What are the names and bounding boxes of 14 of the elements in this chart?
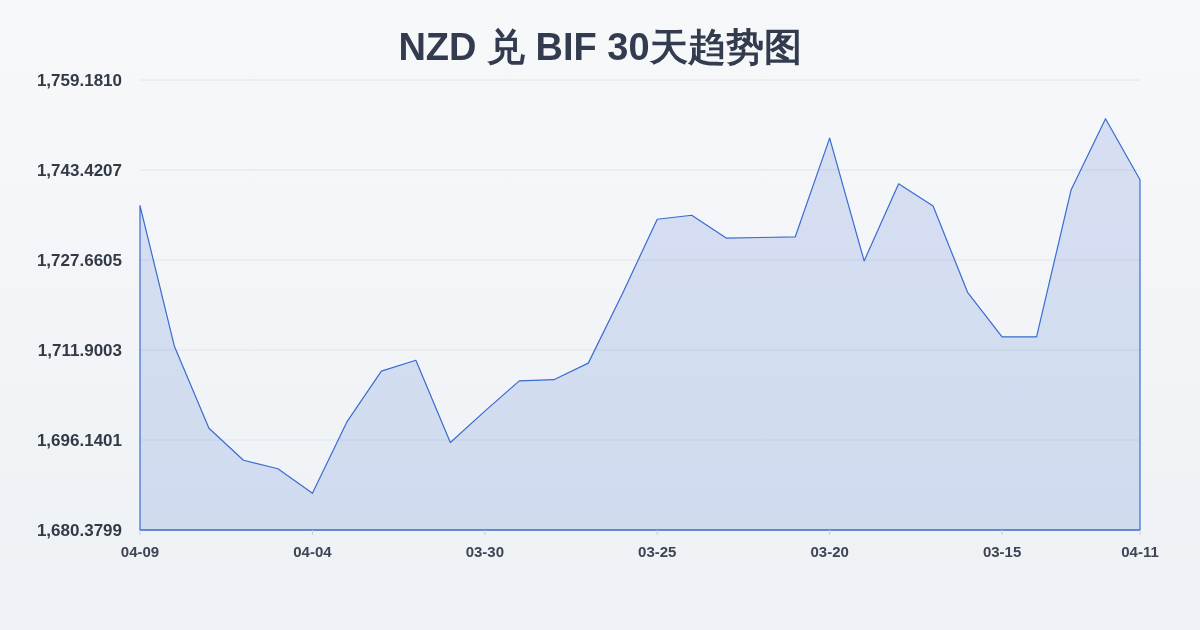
- y-tick-label: 1,680.3799: [36, 521, 122, 540]
- x-tick-label: 03-15: [982, 543, 1022, 560]
- y-tick-label: 1,759.1810: [36, 71, 122, 90]
- y-tick-label: 1,727.6605: [36, 251, 122, 270]
- chart-title: NZD 兑 BIF 30天趋势图: [398, 26, 802, 68]
- x-tick-label: 04-04: [293, 543, 333, 560]
- x-tick-label: 04-11: [1121, 543, 1159, 560]
- y-tick-label: 1,696.1401: [36, 431, 122, 450]
- x-tick-label: 03-30: [465, 543, 505, 560]
- y-tick-label: 1,743.4207: [36, 161, 122, 180]
- x-tick-label: 04-09: [120, 543, 160, 560]
- y-tick-label: 1,711.9003: [37, 341, 122, 360]
- x-tick-label: 03-25: [638, 543, 677, 560]
- x-tick-label: 03-20: [810, 543, 849, 560]
